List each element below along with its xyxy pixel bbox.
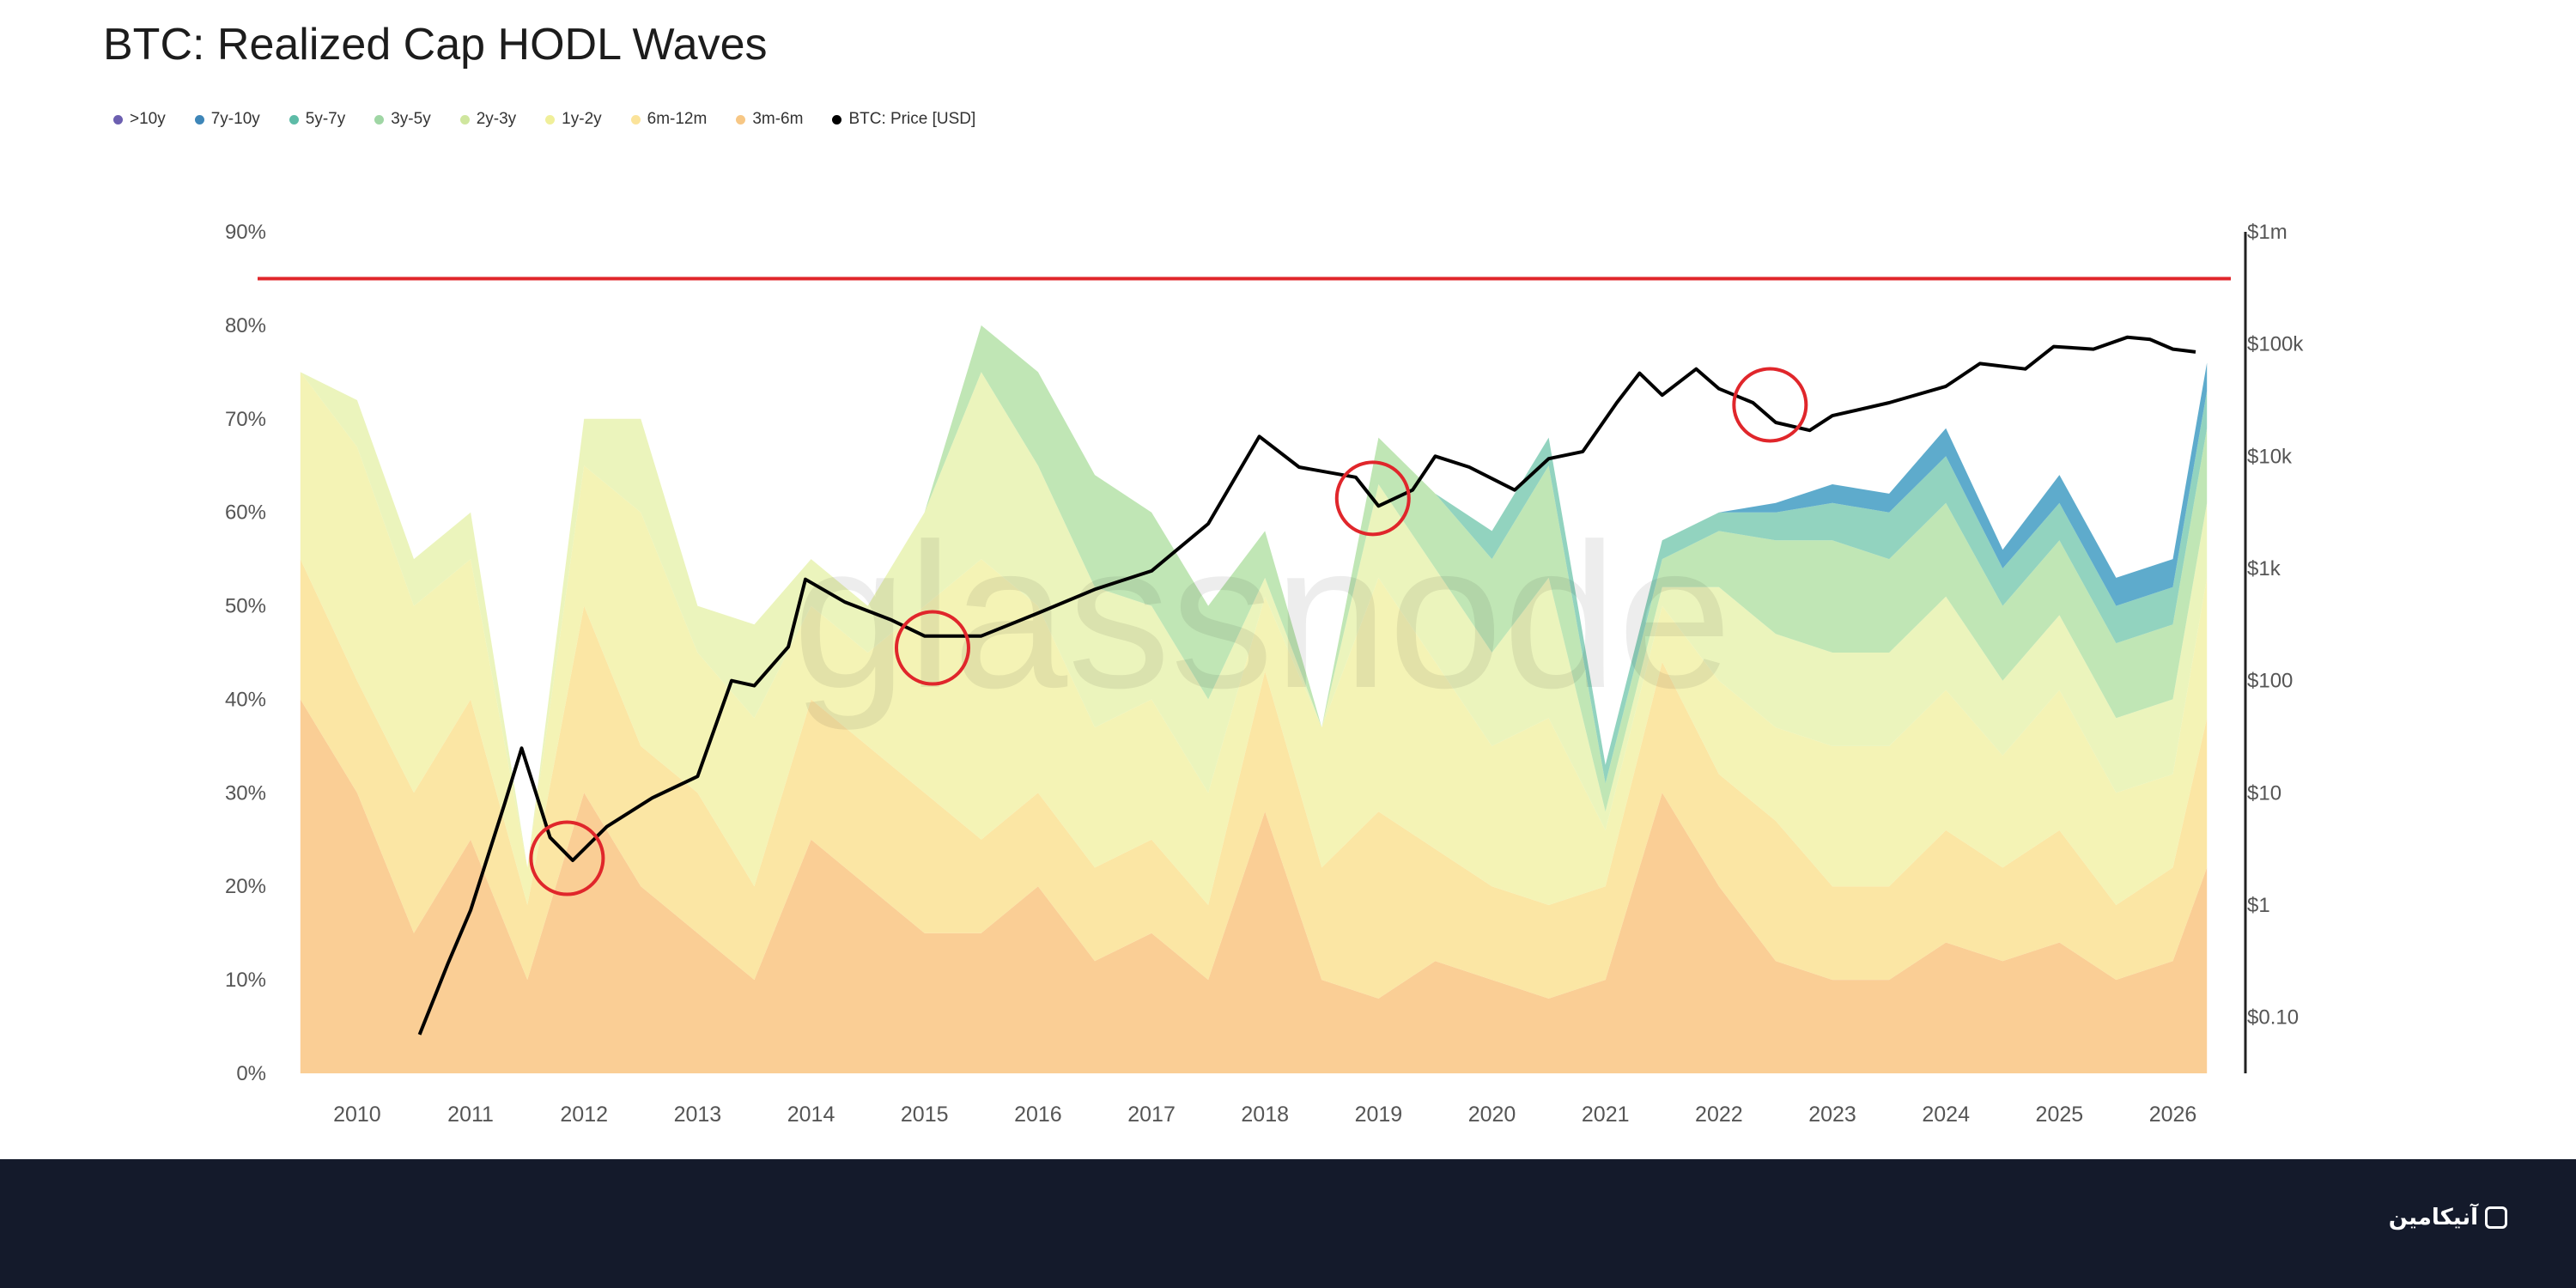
legend-label: 2y-3y	[476, 110, 517, 128]
x-tick-label: 2022	[1695, 1103, 1743, 1127]
legend-item-6m-12m[interactable]: 6m-12m	[630, 110, 708, 129]
legend-swatch	[630, 114, 641, 125]
y-tick-label-left: 0%	[236, 1062, 266, 1085]
x-tick-label: 2019	[1355, 1103, 1403, 1127]
x-tick-label: 2021	[1582, 1103, 1630, 1127]
legend-item-10y-plus[interactable]: >10y	[113, 110, 166, 129]
left-y-axis: 0% 10% 20% 30% 40% 50% 60% 70% 80% 90%	[225, 221, 266, 1085]
legend-label: 3y-5y	[391, 110, 431, 128]
legend-swatch	[545, 114, 556, 125]
area-series-2y-3y	[300, 372, 2208, 868]
y-tick-label-right: $1	[2247, 894, 2270, 917]
legend-item-5y-7y[interactable]: 5y-7y	[289, 110, 345, 129]
x-tick-label: 2024	[1922, 1103, 1970, 1127]
chart-watermark: glassnode	[793, 501, 1732, 731]
legend-label: BTC: Price [USD]	[848, 110, 976, 128]
area-series-3y-5y	[300, 325, 2208, 868]
legend-swatch	[374, 114, 385, 125]
y-tick-label-right: $10	[2247, 781, 2281, 805]
y-tick-label-left: 20%	[225, 875, 266, 898]
right-y-axis: $0.10 $1 $10 $100 $1k $10k $100k $1m	[2244, 221, 2304, 1073]
y-tick-label-left: 30%	[225, 781, 266, 805]
x-axis: 2010 2011 2012 2013 2014 2015 2016 2017 2018 2019…	[333, 1103, 2196, 1127]
area-series-1y-2y	[300, 372, 2208, 905]
legend-label: 5y-7y	[305, 110, 346, 128]
legend-item-3y-5y[interactable]: 3y-5y	[374, 110, 431, 129]
x-tick-label: 2023	[1808, 1103, 1856, 1127]
legend-label: 3m-6m	[752, 110, 804, 128]
y-tick-label-left: 90%	[225, 221, 266, 244]
y-tick-label-right: $100	[2247, 670, 2293, 693]
highlight-circle	[529, 820, 605, 896]
legend-swatch	[736, 114, 746, 125]
x-tick-label: 2026	[2149, 1103, 2197, 1127]
highlight-circle	[1732, 367, 1808, 443]
x-tick-label: 2010	[333, 1103, 381, 1127]
price-layer	[417, 335, 2196, 1036]
brand-logo-icon	[2485, 1206, 2507, 1229]
y-tick-label-left: 10%	[225, 969, 266, 992]
footer-bar: آنیکامین	[0, 1159, 2576, 1288]
highlight-circle	[1334, 460, 1411, 537]
hodl-waves-chart: glassnode 0%10%20%30%40%50%60%70%80%90% …	[225, 221, 2304, 1127]
area-series-6m-12m	[300, 559, 2208, 999]
x-tick-label: 2014	[787, 1103, 835, 1127]
y-tick-label-right: $100k	[2247, 333, 2304, 356]
legend-swatch	[289, 114, 299, 125]
legend-item-btc-price[interactable]: BTC: Price [USD]	[832, 110, 975, 129]
legend-label: >10y	[130, 110, 166, 128]
x-tick-label: 2012	[560, 1103, 608, 1127]
legend-label: 7y-10y	[210, 110, 260, 128]
legend-item-2y-3y[interactable]: 2y-3y	[459, 110, 517, 129]
y-tick-label-right: $0.10	[2247, 1006, 2299, 1030]
y-tick-label-right: $1m	[2247, 221, 2287, 244]
legend-swatch	[832, 114, 842, 125]
y-tick-label-left: 40%	[225, 688, 266, 711]
legend-label: 6m-12m	[647, 110, 708, 128]
legend-swatch	[194, 114, 204, 125]
x-tick-label: 2015	[901, 1103, 949, 1127]
brand-name: آنیکامین	[2388, 1204, 2478, 1230]
area-series-3m-6m	[300, 699, 2208, 1073]
y-tick-label-right: $10k	[2247, 445, 2293, 468]
footer-brand[interactable]: آنیکامین	[2389, 1204, 2507, 1230]
annotations-layer	[258, 276, 2231, 896]
legend-label: 1y-2y	[562, 110, 602, 128]
legend-item-7y-10y[interactable]: 7y-10y	[194, 110, 260, 129]
x-tick-label: 2013	[674, 1103, 722, 1127]
chart-title: BTC: Realized Cap HODL Waves	[103, 20, 768, 70]
y-tick-label-left: 70%	[225, 408, 266, 431]
legend-item-3m-6m[interactable]: 3m-6m	[736, 110, 803, 129]
x-tick-label: 2025	[2036, 1103, 2084, 1127]
y-tick-label-left: 60%	[225, 501, 266, 525]
legend-item-1y-2y[interactable]: 1y-2y	[545, 110, 602, 129]
x-tick-label: 2016	[1014, 1103, 1062, 1127]
highlight-circle	[894, 610, 970, 686]
x-tick-label: 2017	[1127, 1103, 1176, 1127]
area-layers	[300, 325, 2208, 1073]
x-tick-label: 2020	[1468, 1103, 1516, 1127]
chart-legend: >10y 7y-10y 5y-7y 3y-5y 2y-3y 1y-2y 6m-1…	[113, 110, 975, 129]
y-tick-label-left: 50%	[225, 595, 266, 618]
x-tick-label: 2011	[447, 1103, 494, 1127]
x-tick-label: 2018	[1241, 1103, 1289, 1127]
legend-swatch	[459, 114, 470, 125]
btc-price-line	[417, 335, 2196, 1036]
y-tick-label-right: $1k	[2247, 557, 2281, 580]
legend-swatch	[113, 114, 123, 125]
y-tick-label-left: 80%	[225, 314, 266, 337]
